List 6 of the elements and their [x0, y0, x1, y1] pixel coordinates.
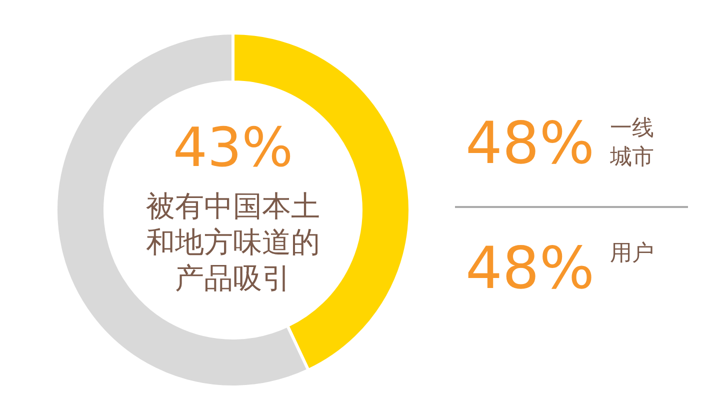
slice-label: 被有中国本土和地方味道的产品吸引: [145, 188, 321, 296]
text: 一线城市: [610, 115, 655, 172]
data-label: 43%: [172, 116, 294, 179]
text: 48%: [464, 108, 596, 178]
text: 用户: [610, 240, 655, 268]
text: 48%: [464, 233, 596, 303]
